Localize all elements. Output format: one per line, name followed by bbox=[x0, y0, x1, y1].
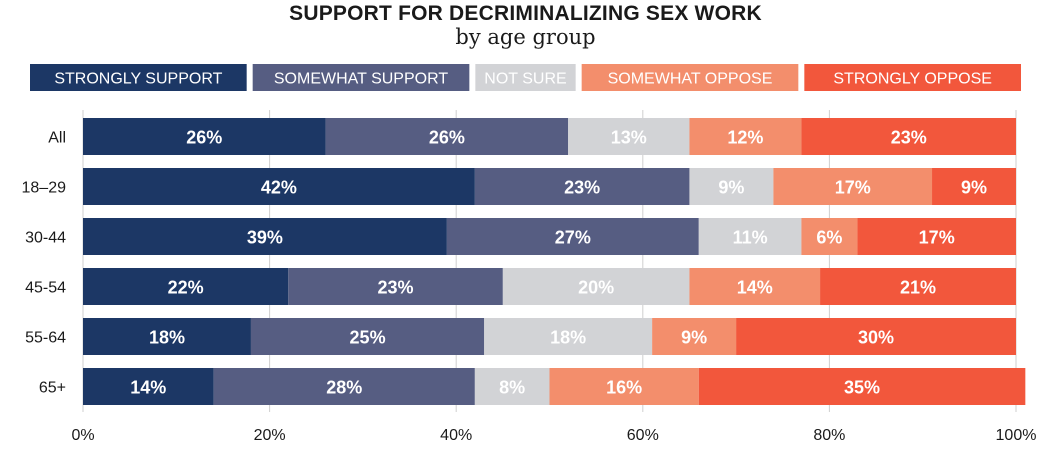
bar-segment-3-1 bbox=[288, 268, 503, 305]
legend-label-5: STRONGLY OPPOSE bbox=[833, 71, 992, 88]
chart-title: SUPPORT FOR DECRIMINALIZING SEX WORK bbox=[289, 2, 762, 25]
bar-label-3-0: 22% bbox=[168, 278, 204, 298]
bar-label-0-4: 23% bbox=[891, 128, 927, 148]
bar-segment-3-2 bbox=[502, 268, 690, 305]
bar-label-0-1: 26% bbox=[429, 128, 465, 148]
bar-label-2-4: 17% bbox=[919, 228, 955, 248]
bar-label-4-4: 30% bbox=[858, 328, 894, 348]
bar-segment-4-3 bbox=[652, 318, 737, 355]
legend-swatch-4 bbox=[581, 64, 799, 91]
x-tick-label-3: 60% bbox=[627, 427, 659, 444]
bar-segment-2-1 bbox=[446, 218, 699, 255]
category-label-4: 55-64 bbox=[25, 330, 66, 347]
legend-swatch-5 bbox=[804, 64, 1021, 91]
legend-swatch-2 bbox=[252, 64, 470, 91]
bar-segment-5-1 bbox=[213, 368, 475, 405]
bar-label-1-4: 9% bbox=[961, 178, 987, 198]
bar-label-5-3: 16% bbox=[606, 378, 642, 398]
bar-label-2-0: 39% bbox=[247, 228, 283, 248]
bar-label-1-1: 23% bbox=[564, 178, 600, 198]
bar-segment-3-4 bbox=[820, 268, 1016, 305]
bar-label-2-3: 6% bbox=[816, 228, 842, 248]
bar-label-1-0: 42% bbox=[261, 178, 297, 198]
legend-label-4: SOMEWHAT OPPOSE bbox=[608, 71, 773, 88]
bar-label-0-3: 12% bbox=[727, 128, 763, 148]
x-tick-label-0: 0% bbox=[71, 427, 94, 444]
bar-segment-1-2 bbox=[689, 168, 774, 205]
x-tick-label-4: 80% bbox=[813, 427, 845, 444]
bar-label-4-0: 18% bbox=[149, 328, 185, 348]
bar-label-2-2: 11% bbox=[733, 228, 768, 248]
bar-segment-1-4 bbox=[932, 168, 1016, 205]
bar-segment-0-3 bbox=[689, 118, 802, 155]
category-label-3: 45-54 bbox=[25, 280, 66, 297]
bar-label-2-1: 27% bbox=[555, 228, 591, 248]
legend-swatch-3 bbox=[475, 64, 576, 91]
bar-segment-3-0 bbox=[83, 268, 289, 305]
bar-label-5-0: 14% bbox=[130, 378, 166, 398]
bar-label-3-4: 21% bbox=[900, 278, 936, 298]
bar-label-0-2: 13% bbox=[611, 128, 647, 148]
bar-segment-2-4 bbox=[857, 218, 1016, 255]
category-label-1: 18–29 bbox=[22, 180, 67, 197]
bar-label-3-2: 20% bbox=[578, 278, 614, 298]
bar-label-5-2: 8% bbox=[499, 378, 525, 398]
bar-segment-1-1 bbox=[474, 168, 690, 205]
category-label-0: All bbox=[48, 130, 66, 147]
bar-label-0-0: 26% bbox=[186, 128, 222, 148]
bar-segment-4-2 bbox=[484, 318, 653, 355]
legend-label-1: STRONGLY SUPPORT bbox=[54, 71, 222, 88]
chart-subtitle: by age group bbox=[455, 25, 596, 49]
bar-segment-2-3 bbox=[801, 218, 858, 255]
bar-segment-3-3 bbox=[689, 268, 821, 305]
category-label-2: 30-44 bbox=[25, 230, 66, 247]
bar-segment-5-2 bbox=[474, 368, 550, 405]
bar-segment-1-3 bbox=[773, 168, 933, 205]
bar-label-3-3: 14% bbox=[737, 278, 773, 298]
bar-label-5-1: 28% bbox=[326, 378, 362, 398]
legend-label-3: NOT SURE bbox=[484, 71, 566, 88]
category-label-5: 65+ bbox=[39, 380, 66, 397]
bar-segment-5-3 bbox=[549, 368, 699, 405]
bar-segment-0-0 bbox=[83, 118, 326, 155]
bar-segment-4-1 bbox=[250, 318, 485, 355]
bar-segment-2-0 bbox=[83, 218, 447, 255]
bar-segment-5-0 bbox=[83, 368, 214, 405]
x-tick-label-2: 40% bbox=[440, 427, 472, 444]
bar-segment-0-4 bbox=[801, 118, 1016, 155]
bar-segment-5-4 bbox=[698, 368, 1026, 405]
bar-segment-4-0 bbox=[83, 318, 251, 355]
bar-label-4-1: 25% bbox=[350, 328, 386, 348]
bar-label-1-2: 9% bbox=[718, 178, 744, 198]
bar-label-4-2: 18% bbox=[550, 328, 586, 348]
legend-swatch-1 bbox=[30, 64, 247, 91]
bar-label-1-3: 17% bbox=[835, 178, 871, 198]
x-tick-label-1: 20% bbox=[254, 427, 286, 444]
bar-label-3-1: 23% bbox=[378, 278, 414, 298]
legend-label-2: SOMEWHAT SUPPORT bbox=[274, 71, 448, 88]
bar-label-5-4: 35% bbox=[844, 378, 880, 398]
bar-segment-1-0 bbox=[83, 168, 475, 205]
x-tick-label-5: 100% bbox=[996, 427, 1037, 444]
bar-segment-4-4 bbox=[736, 318, 1016, 355]
bar-segment-2-2 bbox=[698, 218, 802, 255]
bar-label-4-3: 9% bbox=[681, 328, 707, 348]
bar-segment-0-1 bbox=[325, 118, 569, 155]
bar-segment-0-2 bbox=[568, 118, 690, 155]
